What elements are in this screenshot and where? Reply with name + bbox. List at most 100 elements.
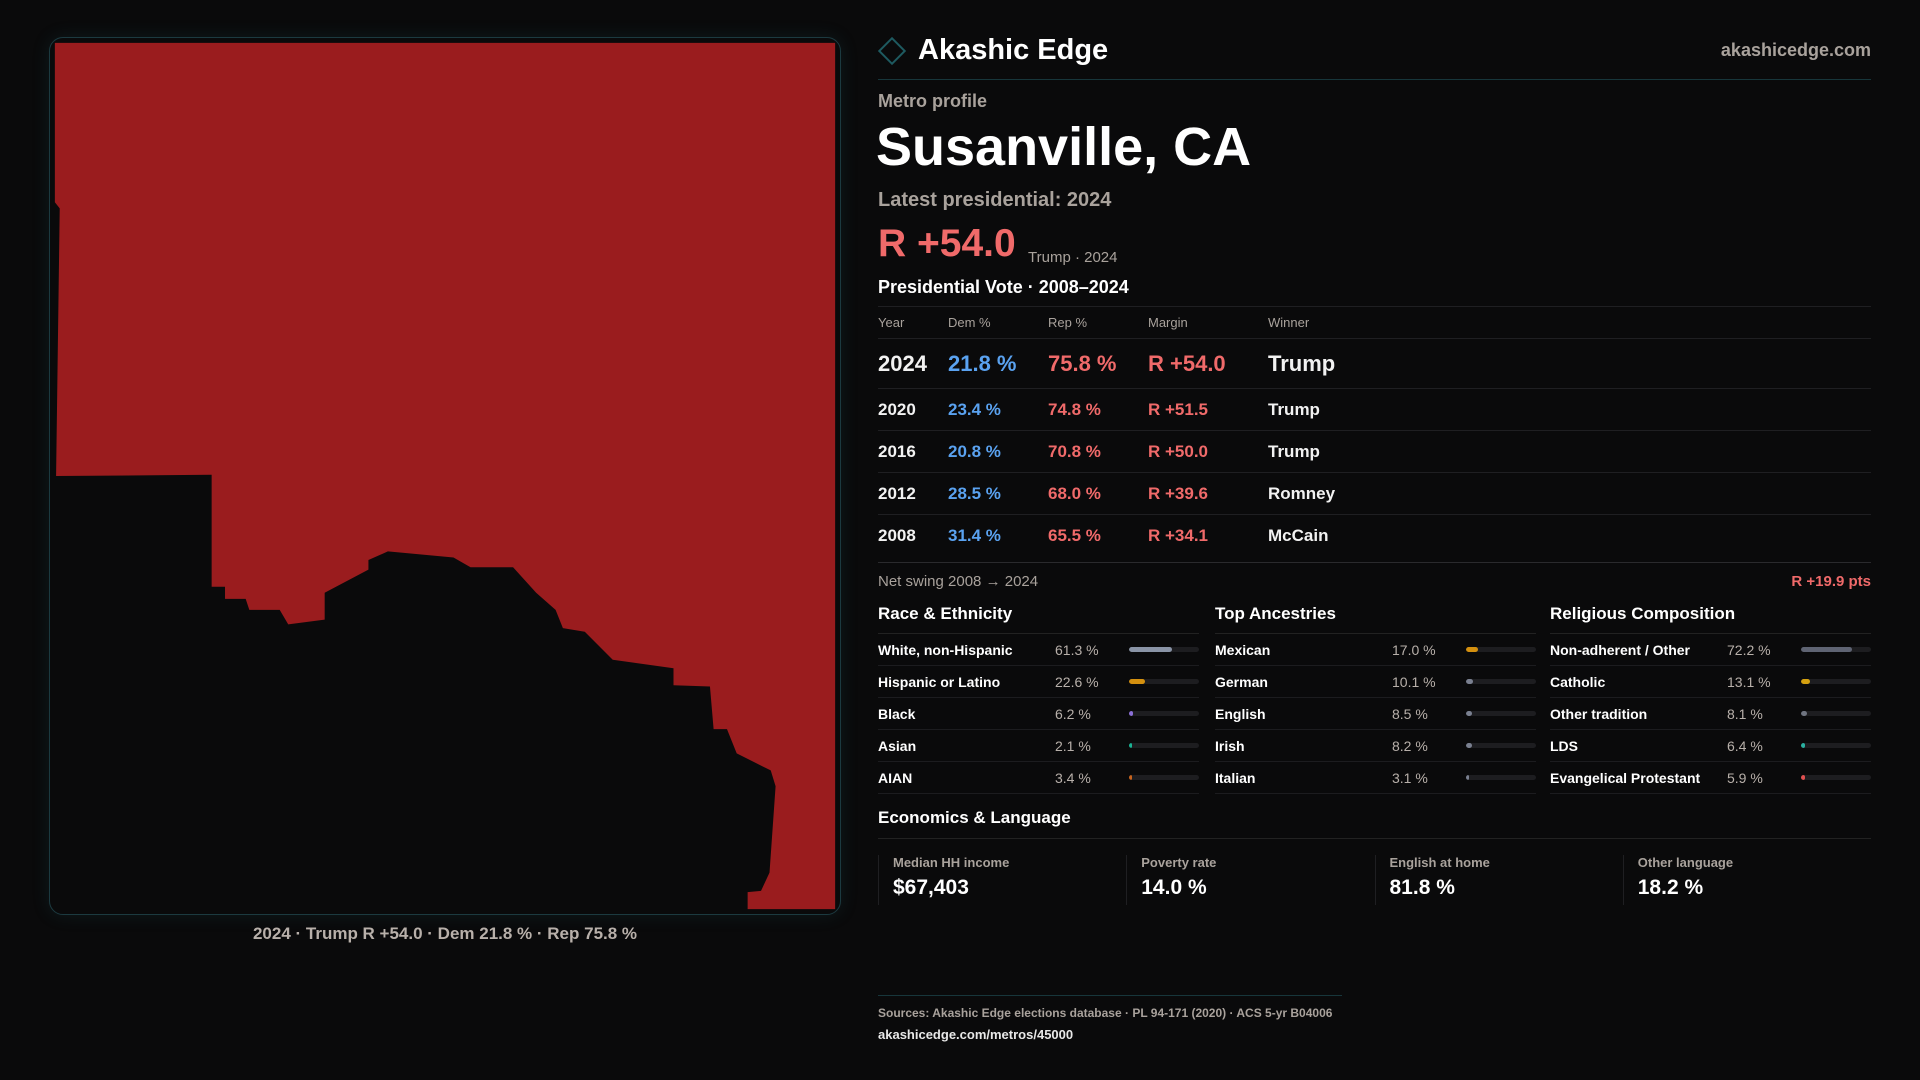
demographic-row: White, non-Hispanic 61.3 % <box>878 634 1199 666</box>
cell: 2016 <box>878 441 916 461</box>
table-row[interactable]: 2020 23.4 % 74.8 % R +51.5 Trump <box>878 388 1871 430</box>
cell: 2012 <box>878 483 916 503</box>
share-bar-fill <box>1129 743 1132 748</box>
cell: R +51.5 <box>1148 399 1209 419</box>
brand-logo[interactable]: Akashic Edge <box>877 34 1108 67</box>
table-row[interactable]: 2008 31.4 % 65.5 % R +34.1 McCain <box>878 514 1871 556</box>
share-bar-fill <box>1801 743 1806 748</box>
column-header: Rep % <box>1048 315 1088 330</box>
row-value: 61.3 % <box>1055 641 1099 658</box>
map-caption: 2024 · Trump R +54.0 · Dem 21.8 % · Rep … <box>252 924 638 943</box>
share-bar <box>1466 711 1536 716</box>
share-bar-fill <box>1129 647 1172 652</box>
row-value: 17.0 % <box>1392 641 1436 658</box>
stat-value: 81.8 % <box>1389 876 1455 899</box>
diamond-logo-icon <box>877 36 907 65</box>
demographic-row: Asian 2.1 % <box>878 730 1199 762</box>
table-row[interactable]: 2016 20.8 % 70.8 % R +50.0 Trump <box>878 430 1871 472</box>
column-header: Winner <box>1268 315 1310 330</box>
page-title: Susanville, CA <box>876 117 1252 177</box>
share-bar <box>1801 711 1871 716</box>
cell: 75.8 % <box>1048 350 1117 376</box>
demographic-row: Irish 8.2 % <box>1215 730 1536 762</box>
column-title: Religious Composition <box>1550 602 1871 634</box>
demographic-column: Religious Composition Non-adherent / Othe… <box>1550 602 1871 794</box>
demographic-row: Catholic 13.1 % <box>1550 666 1871 698</box>
share-bar-fill <box>1466 711 1472 716</box>
econ-stats: Median HH income $67,403 Poverty rate 14.0 … <box>878 855 1871 905</box>
net-swing: Net swing 2008 → 2024 R +19.9 pts <box>878 562 1871 590</box>
row-label: Irish <box>1215 737 1245 754</box>
share-bar <box>1129 679 1199 684</box>
cell: Trump <box>1268 350 1336 376</box>
share-bar <box>1801 679 1871 684</box>
row-label: Mexican <box>1215 641 1271 658</box>
cell: 23.4 % <box>948 399 1001 419</box>
share-bar <box>1466 679 1536 684</box>
cell: 68.0 % <box>1048 483 1101 503</box>
row-label: Other tradition <box>1550 705 1648 722</box>
row-label: German <box>1215 673 1268 690</box>
metro-map[interactable] <box>49 37 841 915</box>
header-divider <box>878 79 1871 80</box>
stat-label: Poverty rate <box>1141 855 1217 870</box>
footer-divider <box>878 995 1342 996</box>
table-row[interactable]: 2024 21.8 % 75.8 % R +54.0 Trump <box>878 338 1871 388</box>
row-label: English <box>1215 705 1266 722</box>
share-bar <box>1129 743 1199 748</box>
swing-label: Net swing 2008 → 2024 <box>878 573 1039 590</box>
demographic-row: Hispanic or Latino 22.6 % <box>878 666 1199 698</box>
share-bar <box>1801 743 1871 748</box>
stat-label: English at home <box>1389 855 1490 870</box>
cell: Trump <box>1268 399 1320 419</box>
column-title: Top Ancestries <box>1215 602 1536 634</box>
demographic-row: LDS 6.4 % <box>1550 730 1871 762</box>
share-bar-fill <box>1129 711 1134 716</box>
cell: 2024 <box>878 350 927 376</box>
row-label: AIAN <box>878 769 913 786</box>
column-header: Year <box>878 315 905 330</box>
econ-title: Economics & Language <box>878 808 1871 839</box>
share-bar <box>1466 743 1536 748</box>
share-bar-fill <box>1466 647 1478 652</box>
econ-stat: Median HH income $67,403 <box>878 855 1126 905</box>
share-bar <box>1466 775 1536 780</box>
county-shape <box>54 42 836 910</box>
row-label: Non-adherent / Other <box>1550 641 1691 658</box>
table-header: Year Dem % Rep % Margin Winner <box>878 306 1871 338</box>
row-value: 2.1 % <box>1055 737 1091 754</box>
cell: 20.8 % <box>948 441 1001 461</box>
row-value: 8.2 % <box>1392 737 1428 754</box>
demographic-row: Italian 3.1 % <box>1215 762 1536 794</box>
row-value: 10.1 % <box>1392 673 1436 690</box>
demographic-row: Evangelical Protestant 5.9 % <box>1550 762 1871 794</box>
cell: 70.8 % <box>1048 441 1101 461</box>
stat-value: $67,403 <box>893 876 969 899</box>
econ-stat: Other language 18.2 % <box>1622 855 1871 905</box>
row-label: Evangelical Protestant <box>1550 769 1701 786</box>
cell: Trump <box>1268 441 1320 461</box>
demographic-row: Black 6.2 % <box>878 698 1199 730</box>
demographic-column: Top Ancestries Mexican 17.0 % German 10.1 % E… <box>1215 602 1536 794</box>
row-value: 5.9 % <box>1727 769 1763 786</box>
stat-label: Median HH income <box>893 855 1010 870</box>
site-link[interactable]: akashicedge.com <box>1720 40 1871 60</box>
table-row[interactable]: 2012 28.5 % 68.0 % R +39.6 Romney <box>878 472 1871 514</box>
row-value: 13.1 % <box>1727 673 1771 690</box>
demographic-column: Race & Ethnicity White, non-Hispanic 61.3 … <box>878 602 1199 794</box>
share-bar-fill <box>1466 775 1469 780</box>
share-bar-fill <box>1466 679 1474 684</box>
demographic-row: German 10.1 % <box>1215 666 1536 698</box>
page-url[interactable]: akashicedge.com/metros/45000 <box>878 1027 1074 1042</box>
cell: 2020 <box>878 399 916 419</box>
share-bar <box>1466 647 1536 652</box>
cell: 21.8 % <box>948 350 1017 376</box>
swing-value: R +19.9 pts <box>1791 573 1871 590</box>
row-label: Black <box>878 705 916 722</box>
rep-region[interactable] <box>54 42 836 910</box>
stat-value: 14.0 % <box>1141 876 1207 899</box>
demographic-row: Mexican 17.0 % <box>1215 634 1536 666</box>
row-label: Hispanic or Latino <box>878 673 1001 690</box>
row-label: Italian <box>1215 769 1256 786</box>
econ-stat: English at home 81.8 % <box>1374 855 1623 905</box>
